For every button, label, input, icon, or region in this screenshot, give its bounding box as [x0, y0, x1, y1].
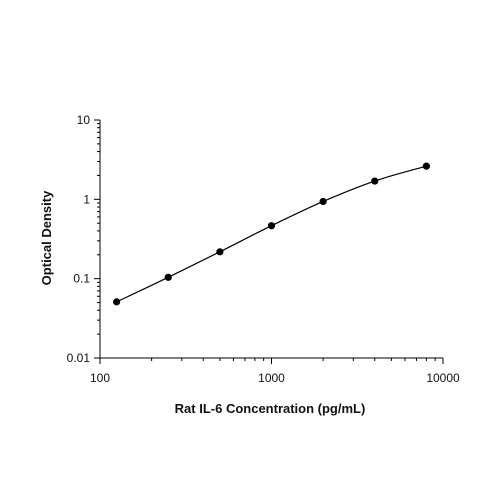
data-point — [216, 248, 224, 256]
x-tick-label: 10000 — [426, 371, 460, 385]
tick-labels: 0.01 0.1 1 10 100 1000 10000 — [67, 113, 460, 385]
axis-ticks — [94, 119, 444, 364]
y-tick-label: 0.1 — [73, 272, 90, 286]
data-points — [113, 162, 430, 306]
axes — [99, 120, 443, 359]
y-axis-title: Optical Density — [39, 190, 54, 285]
data-point — [113, 298, 121, 306]
data-point — [319, 197, 327, 206]
fit-curve — [116, 165, 427, 303]
y-tick-label: 0.01 — [67, 351, 91, 365]
x-tick-label: 100 — [90, 371, 110, 385]
y-tick-label: 1 — [83, 192, 90, 206]
x-tick-label: 1000 — [258, 371, 285, 385]
x-axis-title: Rat IL-6 Concentration (pg/mL) — [175, 401, 366, 416]
y-tick-label: 10 — [77, 113, 91, 127]
data-point — [267, 222, 276, 230]
data-point — [371, 177, 379, 185]
data-point — [422, 162, 430, 170]
data-point — [164, 273, 172, 281]
